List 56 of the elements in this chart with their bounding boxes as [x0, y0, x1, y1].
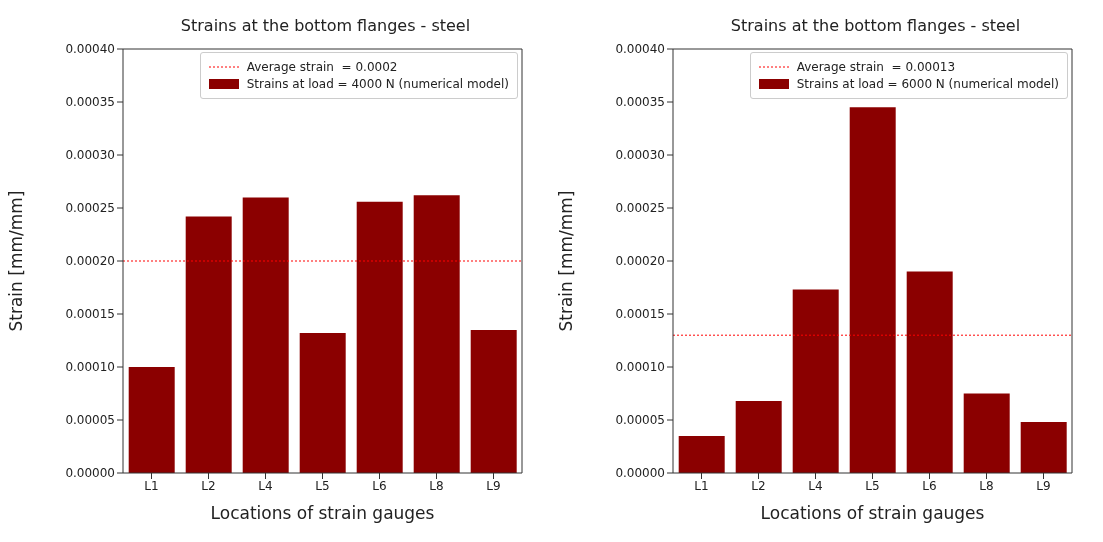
y-tick-label: 0.00035: [65, 95, 115, 110]
y-tick-label: 0.00000: [615, 466, 665, 481]
x-tick-label: L2: [751, 478, 766, 493]
x-tick-label: L8: [429, 478, 444, 493]
bar: [735, 400, 782, 473]
bar: [242, 197, 289, 473]
legend-label: Average strain = 0.00013: [796, 60, 956, 74]
y-tick-label: 0.00000: [65, 466, 115, 481]
bar: [356, 201, 403, 473]
x-tick-label: L9: [486, 478, 501, 493]
y-tick-label: 0.00015: [65, 307, 115, 322]
y-tick-label: 0.00040: [615, 42, 665, 57]
y-tick-label: 0.00025: [65, 201, 115, 216]
x-axis-title: Locations of strain gauges: [210, 503, 435, 523]
bar: [792, 289, 839, 473]
bar: [963, 393, 1010, 473]
bar: [906, 271, 953, 473]
x-tick-label: L1: [144, 478, 159, 493]
chart-title: Strains at the bottom flanges - steel: [179, 16, 472, 35]
x-tick-label: L4: [258, 478, 273, 493]
x-tick-label: L5: [865, 478, 880, 493]
legend-label: Strains at load = 6000 N (numerical model): [796, 77, 1059, 91]
bar: [678, 435, 725, 473]
y-tick-label: 0.00010: [615, 360, 665, 375]
y-tick-label: 0.00030: [615, 148, 665, 163]
x-tick-label: L1: [694, 478, 709, 493]
y-tick-label: 0.00020: [65, 254, 115, 269]
bar: [470, 329, 517, 473]
y-axis-title: Strain [mm/mm]: [6, 190, 27, 332]
y-tick-label: 0.00020: [615, 254, 665, 269]
y-tick-label: 0.00030: [65, 148, 115, 163]
x-tick-label: L4: [808, 478, 823, 493]
y-tick-label: 0.00040: [65, 42, 115, 57]
bar: [299, 333, 346, 473]
x-tick-label: L8: [979, 478, 994, 493]
y-tick-label: 0.00015: [615, 307, 665, 322]
legend-label: Average strain = 0.0002: [246, 60, 398, 74]
chart-title: Strains at the bottom flanges - steel: [729, 16, 1022, 35]
x-tick-label: L6: [372, 478, 387, 493]
y-tick-label: 0.00010: [65, 360, 115, 375]
bar: [849, 107, 896, 473]
bar: [1020, 422, 1067, 473]
bar: [128, 367, 175, 473]
bar: [185, 216, 232, 473]
x-tick-label: L9: [1036, 478, 1051, 493]
x-tick-label: L6: [922, 478, 937, 493]
y-tick-label: 0.00005: [65, 413, 115, 428]
bar: [413, 195, 460, 473]
x-axis-title: Locations of strain gauges: [760, 503, 985, 523]
x-tick-label: L2: [201, 478, 216, 493]
legend-label: Strains at load = 4000 N (numerical model): [246, 77, 509, 91]
y-tick-label: 0.00025: [615, 201, 665, 216]
y-tick-label: 0.00005: [615, 413, 665, 428]
y-axis-title: Strain [mm/mm]: [556, 190, 577, 332]
y-tick-label: 0.00035: [615, 95, 665, 110]
x-tick-label: L5: [315, 478, 330, 493]
